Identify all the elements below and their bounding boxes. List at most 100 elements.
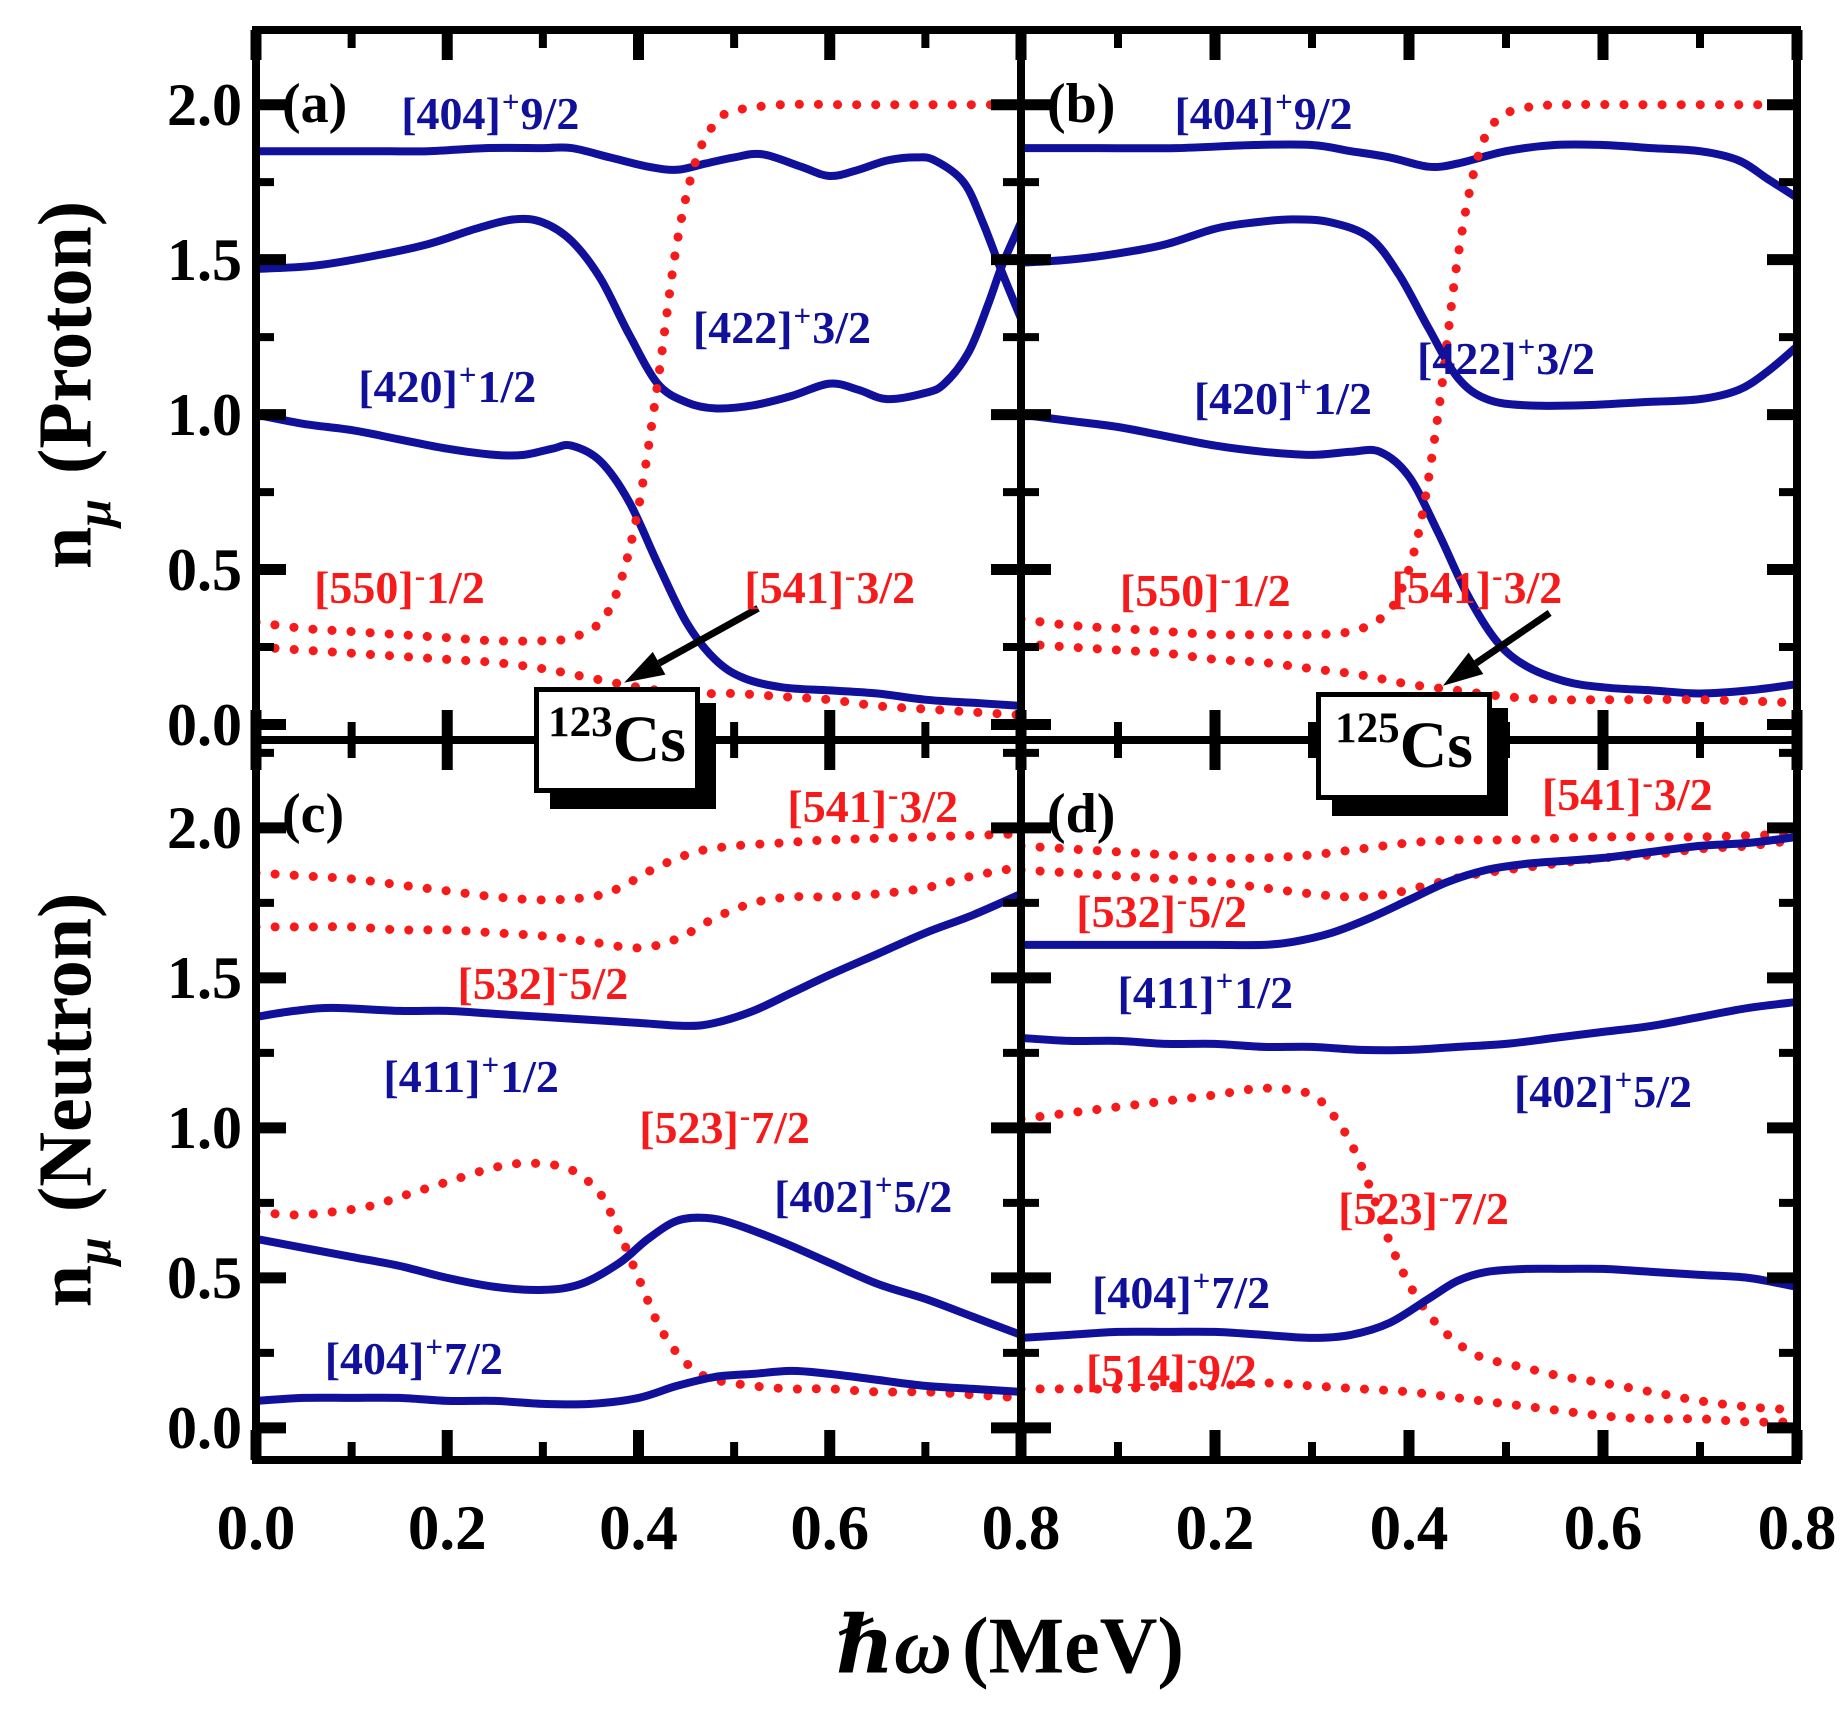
orbital-label-part: 7/2	[751, 1101, 810, 1153]
orbital-label-part: 3/2	[1503, 562, 1563, 614]
orbital-label-part: 7/2	[444, 1332, 503, 1384]
orbital-label-part: [514]	[1085, 1344, 1186, 1396]
series-[411]+1/2-d	[1024, 833, 1794, 950]
y-title-sub-mu: μ	[65, 1237, 122, 1265]
orbital-label-[523]-7/2-d: [523]-7/2	[1338, 1181, 1509, 1234]
series-[404]+7/2-c	[259, 1366, 1018, 1409]
orbital-label-part: +	[1294, 369, 1313, 405]
series-[404]+9/2-b	[1024, 140, 1794, 201]
orbital-label-part: [420]	[358, 360, 458, 412]
orbital-label-part: 9/2	[1197, 1344, 1257, 1396]
orbital-label-part: 3/2	[856, 562, 916, 614]
arrow-head-a	[624, 651, 666, 683]
orbital-label-[523]-7/2-c: [523]-7/2	[639, 1100, 810, 1153]
orbital-label-part: 1/2	[500, 1050, 559, 1102]
orbital-label-[420]+1/2-a: [420]+1/2	[358, 359, 536, 412]
y-tick-label-proton-1.0: 1.0	[167, 381, 242, 448]
series-[420]+1/2-a	[259, 411, 1018, 710]
y-title-base: n	[23, 1264, 108, 1308]
y-title-base: n	[23, 526, 108, 570]
x-tick-label-0.8: 0.8	[1757, 1493, 1837, 1563]
orbital-label-[532]-5/2-c: [532]-5/2	[457, 956, 629, 1009]
orbital-label-[541]-3/2-c: [541]-3/2	[787, 779, 959, 832]
y-tick-label-neutron-1.5: 1.5	[167, 944, 242, 1011]
isotope-element: Cs	[612, 703, 686, 776]
panel-b-curves	[1024, 99, 1794, 708]
orbital-label-[404]+7/2-d: [404]+7/2	[1092, 1265, 1270, 1316]
x-title-unit: (MeV)	[961, 1602, 1185, 1691]
orbital-label-part: +	[793, 297, 812, 333]
x-tick-label-0.4: 0.4	[1369, 1493, 1449, 1563]
orbital-label-part: -	[1642, 764, 1653, 800]
orbital-label-part: -	[845, 558, 856, 594]
arrow-line-b	[1474, 610, 1552, 667]
panel-d-curves	[1024, 829, 1794, 1427]
panel-letter-b: (b)	[1047, 73, 1116, 135]
orbital-label-[404]+9/2-b: [404]+9/2	[1174, 86, 1353, 139]
panel-letter-d: (d)	[1047, 783, 1116, 845]
orbital-label-part: +	[1275, 83, 1293, 119]
series-[550]-1/2-a	[259, 99, 1018, 646]
y-tick-label-neutron-0.0: 0.0	[167, 1394, 242, 1461]
orbital-label-[541]-3/2-a: [541]-3/2	[744, 560, 916, 614]
orbital-label-part: -	[558, 953, 569, 989]
orbital-label-part: -	[1176, 881, 1188, 917]
orbital-label-part: +	[1614, 1061, 1633, 1097]
orbital-label-part: [541]	[1391, 562, 1492, 614]
series-[541]-3/2-b	[1024, 639, 1794, 708]
orbital-label-part: [532]	[457, 957, 558, 1009]
x-tick-label-0.2: 0.2	[1175, 1493, 1255, 1563]
orbital-label-part: -	[1220, 561, 1231, 597]
orbital-label-part: 7/2	[1450, 1182, 1509, 1234]
orbital-label-[422]+3/2-b: [422]+3/2	[1416, 331, 1595, 384]
isotope-mass-number: 125	[1335, 704, 1400, 752]
orbital-label-part: -	[739, 1097, 751, 1133]
orbital-label-part: -	[1438, 1178, 1450, 1214]
orbital-label-part: +	[425, 1328, 444, 1364]
orbital-label-part: [411]	[383, 1050, 481, 1102]
orbital-label-part: 1/2	[1234, 966, 1294, 1018]
series-[532]-5/2-c	[259, 862, 1018, 953]
orbital-label-part: [550]	[1119, 565, 1220, 617]
orbital-label-part: +	[458, 356, 477, 392]
orbital-label-part: 3/2	[899, 780, 959, 832]
isotope-box-125cs: 125 Cs	[1316, 692, 1492, 800]
orbital-label-part: [411]	[1117, 966, 1215, 1018]
orbital-label-part: +	[501, 83, 520, 119]
y-axis-title-neutron: nμ (Neutron)	[23, 893, 122, 1308]
y-tick-label-proton-0.0: 0.0	[167, 691, 242, 758]
orbital-label-[541]-3/2-b: [541]-3/2	[1391, 560, 1563, 614]
orbital-label-part: [402]	[774, 1170, 874, 1222]
y-title-rest: (Proton)	[23, 200, 108, 493]
x-tick-label-0.6: 0.6	[790, 1493, 870, 1563]
orbital-label-part: [541]	[744, 562, 845, 614]
series-[550]-1/2-b	[1024, 99, 1794, 640]
y-tick-label-neutron-0.5: 0.5	[167, 1244, 242, 1311]
orbital-label-part: 1/2	[1231, 565, 1291, 617]
y-tick-label-proton-0.5: 0.5	[167, 536, 242, 603]
arrow-line-a	[657, 605, 760, 667]
series-[402]+5/2-c	[259, 1213, 1018, 1339]
ticks-d	[1015, 740, 1803, 1460]
orbital-label-[541]-3/2-d: [541]-3/2	[1542, 767, 1713, 818]
orbital-label-part: 9/2	[1293, 87, 1353, 139]
orbital-label-part: 1/2	[1313, 373, 1372, 425]
orbital-label-part: 1/2	[426, 562, 485, 614]
series-[411]+1/2-c	[259, 890, 1018, 1030]
series-[404]+7/2-d	[1024, 1264, 1794, 1342]
x-axis-title: ℏω (MeV)	[836, 1598, 1184, 1693]
hbar-omega-symbol: ℏω	[835, 1602, 952, 1691]
orbital-label-part: -	[414, 558, 426, 594]
orbital-label-part: +	[1215, 962, 1234, 998]
orbital-label-part: +	[481, 1046, 500, 1082]
orbital-label-part: 5/2	[569, 957, 629, 1009]
series-[402]+5/2-d	[1024, 998, 1794, 1055]
x-tick-label-0.6: 0.6	[1563, 1493, 1643, 1563]
orbital-label-part: [422]	[1416, 332, 1517, 384]
x-tick-label-0.4: 0.4	[599, 1493, 678, 1563]
orbital-label-part: [523]	[639, 1101, 739, 1153]
orbital-label-part: 3/2	[812, 301, 871, 353]
orbital-label-part: [541]	[787, 780, 888, 832]
